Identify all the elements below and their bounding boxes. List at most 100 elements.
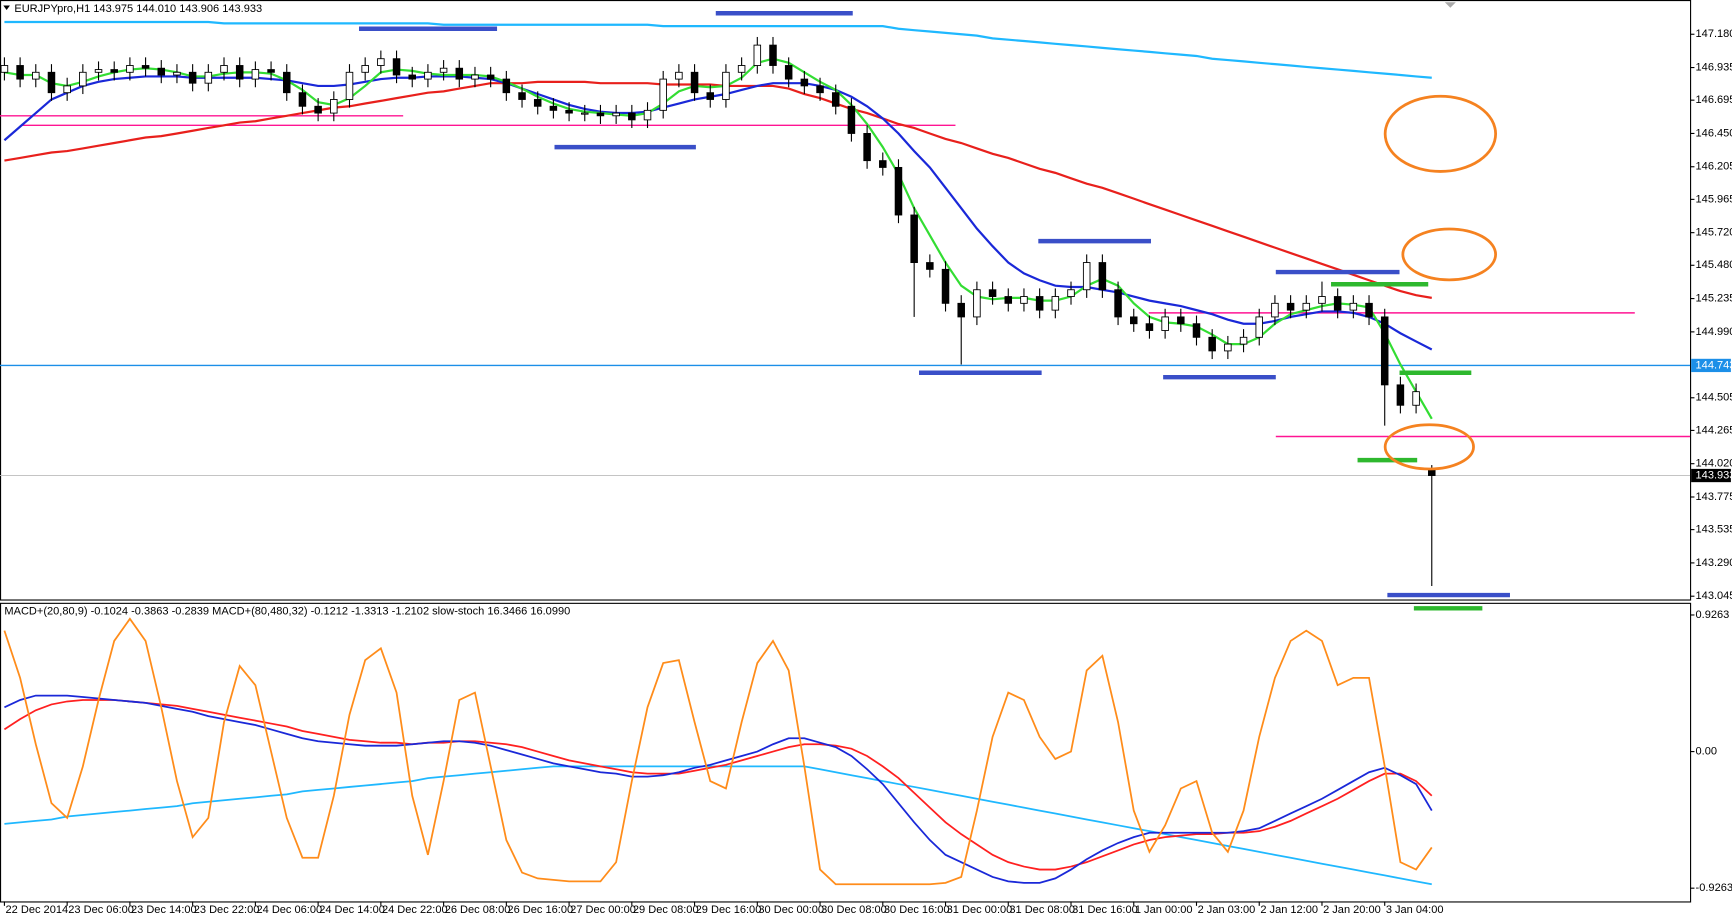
candle-body <box>267 69 275 73</box>
y-tick-label: 144.990 <box>1696 326 1732 338</box>
candle-body <box>1396 384 1405 406</box>
candle-body <box>628 112 636 121</box>
candle-body <box>1318 296 1326 304</box>
candle-body <box>941 268 950 304</box>
candle-body <box>486 74 495 80</box>
candle-body <box>1177 316 1185 325</box>
x-tick-label: 3 Jan 04:00 <box>1386 904 1444 916</box>
y-tick-label: 144.265 <box>1696 424 1732 436</box>
candle-body <box>392 58 401 76</box>
candle-body <box>957 302 965 318</box>
candle-body <box>1380 316 1389 386</box>
x-tick-label: 24 Dec 14:00 <box>319 904 385 916</box>
y-tick-label: 146.205 <box>1696 161 1732 173</box>
x-tick-label: 23 Dec 14:00 <box>131 904 197 916</box>
candle-body <box>879 160 887 168</box>
candle-body <box>157 67 166 76</box>
candle-body <box>204 71 213 84</box>
candle-body <box>988 289 997 297</box>
candle-body <box>1239 336 1248 345</box>
candle-body <box>973 289 981 318</box>
candle-body <box>894 166 903 216</box>
candle-body <box>408 74 416 80</box>
candle-body <box>345 71 354 100</box>
candle-body <box>126 65 134 73</box>
candle-body <box>769 44 777 66</box>
x-tick-label: 22 Dec 2014 <box>6 904 69 916</box>
x-tick-label: 31 Dec 16:00 <box>1072 904 1138 916</box>
candle-body <box>784 65 793 80</box>
candle-body <box>690 71 699 94</box>
y-tick-label: -0.9263 <box>1696 882 1732 894</box>
candle-body <box>32 71 40 80</box>
candle-body <box>1067 289 1075 297</box>
candle-body <box>502 78 511 94</box>
candle-body <box>471 74 479 80</box>
candle-body <box>910 214 918 264</box>
candle-body <box>518 92 526 100</box>
x-tick-label: 31 Dec 00:00 <box>947 904 1013 916</box>
drawings <box>358 11 1510 611</box>
candle-body <box>596 112 605 117</box>
candle-body <box>549 105 558 111</box>
x-tick-label: 27 Dec 00:00 <box>570 904 636 916</box>
y-tick-label: 144.505 <box>1696 392 1732 404</box>
candle-body <box>314 105 322 114</box>
candle-body <box>1412 391 1420 406</box>
y-tick-label: 143.290 <box>1696 557 1732 569</box>
candle-body <box>659 78 667 111</box>
candle-body <box>361 65 369 73</box>
y-tick-label: 143.535 <box>1696 524 1732 536</box>
y-tick-label: 0.00 <box>1696 745 1718 757</box>
candle-body <box>1428 469 1436 476</box>
candle-body <box>282 71 291 94</box>
y-tick-label: 146.450 <box>1696 127 1732 139</box>
candle-body <box>1035 296 1044 311</box>
candle-body <box>706 92 715 100</box>
candle-body <box>847 105 856 134</box>
y-tick-label: 143.045 <box>1696 590 1732 602</box>
candle-body <box>16 65 24 80</box>
candle-body <box>1004 296 1013 304</box>
indicator-line <box>3 699 1433 871</box>
x-tick-label: 2 Jan 03:00 <box>1198 904 1256 916</box>
candle-body <box>1098 262 1107 291</box>
y-tick-label: 146.935 <box>1696 61 1732 73</box>
candle-body <box>675 71 683 80</box>
x-tick-label: 24 Dec 22:00 <box>382 904 448 916</box>
candle-body <box>737 65 746 73</box>
y-tick-label: 144.020 <box>1696 458 1732 470</box>
x-tick-label: 31 Dec 08:00 <box>1009 904 1075 916</box>
x-tick-label: 2 Jan 20:00 <box>1323 904 1381 916</box>
y-tick-label: 146.695 <box>1696 94 1732 106</box>
main-panel-frame <box>0 0 1692 601</box>
candle-body <box>1145 323 1154 331</box>
candle-body <box>1082 262 1091 291</box>
candle-layer <box>0 36 1436 587</box>
y-tick-label: 145.235 <box>1696 292 1732 304</box>
x-tick-label: 23 Dec 06:00 <box>68 904 134 916</box>
candle-body <box>1020 296 1028 304</box>
candle-body <box>722 71 730 100</box>
y-tick-label: 145.720 <box>1696 227 1732 239</box>
candle-body <box>1255 316 1263 338</box>
candle-body <box>330 99 338 114</box>
candle-body <box>612 112 620 117</box>
x-tick-label: 26 Dec 08:00 <box>445 904 511 916</box>
candle-body <box>173 71 181 76</box>
panel-marker <box>3 5 10 10</box>
candle-body <box>1224 343 1232 352</box>
x-tick-label: 24 Dec 06:00 <box>256 904 322 916</box>
x-tick-label: 23 Dec 22:00 <box>194 904 260 916</box>
candle-body <box>298 92 307 107</box>
candle-body <box>816 85 824 94</box>
candle-body <box>424 71 432 80</box>
price-label-box <box>1691 358 1731 373</box>
highlight-ellipse <box>1383 94 1497 173</box>
last-price-box <box>1691 468 1731 483</box>
y-tick-label: 145.480 <box>1696 259 1732 271</box>
candle-body <box>1302 302 1311 311</box>
candle-body <box>188 71 197 84</box>
candle-body <box>220 65 228 73</box>
